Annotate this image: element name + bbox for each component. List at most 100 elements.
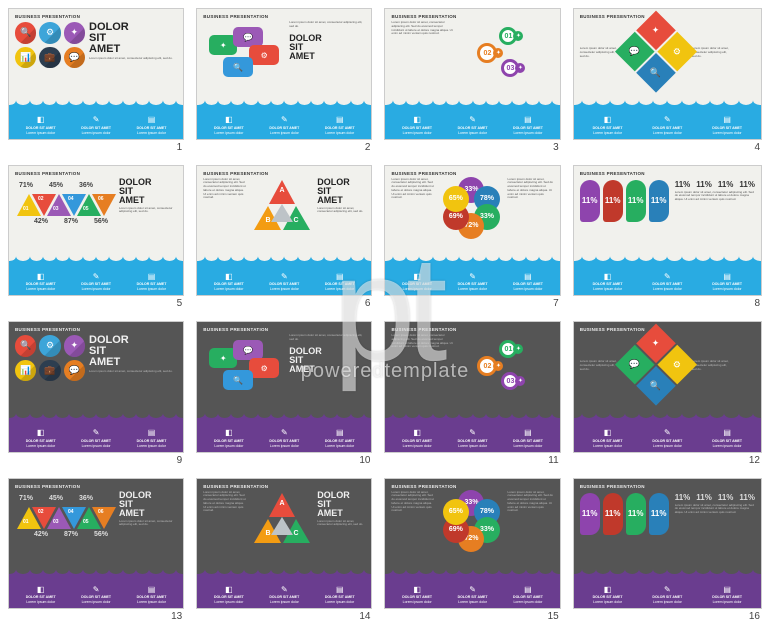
- slide-thumbnail: BUSINESS PRESENTATION🔍⚙✦📊💼💬DOLORSITAMETL…: [8, 8, 184, 140]
- footer-item-sub: Lorem ipsum dolor: [26, 288, 55, 292]
- thumbnail-cell[interactable]: BUSINESS PRESENTATIONLorem ipsum dolor s…: [196, 478, 372, 623]
- footer-item-sub: Lorem ipsum dolor: [713, 288, 742, 292]
- footer-icon: ✎: [662, 272, 672, 282]
- thumbnail-cell[interactable]: BUSINESS PRESENTATION11%11%11%11%11%11%1…: [573, 165, 762, 310]
- footer-icon: ✎: [279, 116, 289, 126]
- slide-thumbnail: BUSINESS PRESENTATION0171%0242%0345%0487…: [8, 478, 184, 610]
- slide-body-text: Lorem ipsum dolor sit amet, consectetur …: [391, 21, 453, 36]
- footer-item-sub: Lorem ipsum dolor: [513, 288, 542, 292]
- footer-icon: ◧: [412, 272, 422, 282]
- footer-icon: ▤: [335, 585, 345, 595]
- thumbnail-cell[interactable]: BUSINESS PRESENTATIONLorem ipsum dolor s…: [384, 321, 560, 466]
- footer-item: ▤DOLOR SIT AMETLorem ipsum dolor: [325, 272, 355, 292]
- footer-icon: ✎: [468, 585, 478, 595]
- triangle-row: 0171%0242%0345%0487%0536%0656%: [15, 178, 115, 234]
- thumbnail-cell[interactable]: BUSINESS PRESENTATION🔍⚙✦📊💼💬DOLORSITAMETL…: [8, 8, 184, 153]
- slide-header-label: BUSINESS PRESENTATION: [391, 327, 553, 332]
- thumbnail-cell[interactable]: BUSINESS PRESENTATIONLorem ipsum dolor s…: [384, 165, 560, 310]
- thumbnail-cell[interactable]: BUSINESS PRESENTATION11%11%11%11%11%11%1…: [573, 478, 762, 623]
- svg-text:C: C: [294, 530, 299, 537]
- speech-bubble: 🔍: [223, 57, 253, 77]
- slide-title: DOLORSITAMET: [317, 491, 365, 518]
- footer-item-sub: Lorem ipsum dolor: [82, 445, 111, 449]
- footer-item: ▤DOLOR SIT AMETLorem ipsum dolor: [137, 116, 167, 136]
- icon-circle: 💬: [64, 360, 85, 382]
- footer-item-sub: Lorem ipsum dolor: [82, 132, 111, 136]
- percent-label: 11%: [739, 180, 755, 189]
- svg-text:A: A: [280, 187, 285, 194]
- thumbnail-cell[interactable]: BUSINESS PRESENTATIONLorem ipsum dolor s…: [384, 478, 560, 623]
- footer-icon: ◧: [36, 585, 46, 595]
- footer-item: ◧DOLOR SIT AMETLorem ipsum dolor: [214, 272, 244, 292]
- slide-header-label: BUSINESS PRESENTATION: [15, 327, 177, 332]
- footer-item: ▤DOLOR SIT AMETLorem ipsum dolor: [513, 429, 543, 449]
- slide-header-label: BUSINESS PRESENTATION: [391, 14, 553, 19]
- diamond-diagram: ✦⚙💬🔍: [624, 334, 688, 398]
- footer-item-sub: Lorem ipsum dolor: [593, 601, 622, 605]
- footer-item: ▤DOLOR SIT AMETLorem ipsum dolor: [712, 116, 742, 136]
- footer-item: ▤DOLOR SIT AMETLorem ipsum dolor: [325, 429, 355, 449]
- percent-tab: 11%: [649, 180, 669, 222]
- chain-diagram: 01✦02✦03✦: [457, 334, 529, 392]
- footer-item-sub: Lorem ipsum dolor: [458, 288, 487, 292]
- footer-item: ✎DOLOR SIT AMETLorem ipsum dolor: [652, 116, 682, 136]
- thumbnail-cell[interactable]: BUSINESS PRESENTATION Lorem ipsum dolor s…: [384, 8, 560, 153]
- footer-icon: ✎: [662, 429, 672, 439]
- slide-body-text: Lorem ipsum dolor sit amet, consectetur …: [289, 334, 365, 342]
- icon-circle: 💼: [39, 47, 60, 69]
- thumbnail-cell[interactable]: BUSINESS PRESENTATIONLorem ipsum dolor s…: [196, 165, 372, 310]
- slide-thumbnail: BUSINESS PRESENTATION11%11%11%11%11%11%1…: [573, 478, 762, 610]
- triangle-num: 04: [68, 509, 74, 515]
- svg-text:C: C: [294, 217, 299, 224]
- footer-icon: ▤: [147, 585, 157, 595]
- slide-body-text: Lorem ipsum dolor sit amet, consectetur …: [119, 520, 177, 528]
- footer-item: ✎DOLOR SIT AMETLorem ipsum dolor: [458, 429, 488, 449]
- slide-header-label: BUSINESS PRESENTATION: [15, 484, 177, 489]
- slide-footer: ◧DOLOR SIT AMETLorem ipsum dolor✎DOLOR S…: [385, 569, 559, 608]
- footer-item-sub: Lorem ipsum dolor: [403, 445, 432, 449]
- thumbnail-cell[interactable]: BUSINESS PRESENTATION0171%0242%0345%0487…: [8, 478, 184, 623]
- footer-icon: ◧: [603, 585, 613, 595]
- percent-label: 11%: [696, 493, 712, 502]
- slide-header-label: BUSINESS PRESENTATION: [203, 484, 365, 489]
- footer-icon: ✎: [468, 272, 478, 282]
- slide-body-text: Lorem ipsum dolor sit amet, consectetur …: [119, 207, 177, 215]
- footer-item: ✎DOLOR SIT AMETLorem ipsum dolor: [81, 585, 111, 605]
- slide-number: 3: [384, 140, 560, 153]
- flower-diagram: 33%78%33%72%69%65%: [439, 491, 503, 551]
- triangle-num: 01: [23, 206, 29, 212]
- triangle-pct: 42%: [34, 218, 48, 225]
- flower-petal: 65%: [443, 186, 469, 212]
- thumbnail-cell[interactable]: BUSINESS PRESENTATION🔍⚙✦📊💼💬DOLORSITAMETL…: [8, 321, 184, 466]
- footer-icon: ✎: [468, 116, 478, 126]
- footer-item-sub: Lorem ipsum dolor: [713, 445, 742, 449]
- thumbnail-cell[interactable]: BUSINESS PRESENTATIONLorem ipsum dolor s…: [573, 8, 762, 153]
- thumbnail-cell[interactable]: BUSINESS PRESENTATIONLorem ipsum dolor s…: [573, 321, 762, 466]
- footer-item-sub: Lorem ipsum dolor: [137, 132, 166, 136]
- thumbnail-cell[interactable]: BUSINESS PRESENTATION✦💬⚙🔍Lorem ipsum dol…: [196, 321, 372, 466]
- footer-item: ▤DOLOR SIT AMETLorem ipsum dolor: [137, 272, 167, 292]
- triangle-num: 06: [98, 196, 104, 202]
- slide-header-label: BUSINESS PRESENTATION: [580, 171, 755, 176]
- percent-label: 11%: [675, 493, 691, 502]
- footer-item: ✎DOLOR SIT AMETLorem ipsum dolor: [269, 116, 299, 136]
- footer-item-sub: Lorem ipsum dolor: [270, 445, 299, 449]
- percent-tab: 11%: [649, 493, 669, 535]
- tab-group: 11%11%11%11%: [580, 180, 669, 222]
- footer-item-sub: Lorem ipsum dolor: [270, 132, 299, 136]
- thumbnail-cell[interactable]: BUSINESS PRESENTATION✦💬⚙🔍Lorem ipsum dol…: [196, 8, 372, 153]
- speech-bubble-group: ✦💬⚙🔍: [203, 332, 285, 390]
- slide-footer: ◧DOLOR SIT AMETLorem ipsum dolor✎DOLOR S…: [574, 256, 761, 295]
- triangle-pct: 36%: [79, 182, 93, 189]
- slide-number: 15: [384, 609, 560, 622]
- slide-body-text: Lorem ipsum dolor sit amet, consectetur …: [675, 504, 755, 515]
- slide-thumbnail: BUSINESS PRESENTATION✦💬⚙🔍Lorem ipsum dol…: [196, 8, 372, 140]
- slide-header-label: BUSINESS PRESENTATION: [391, 171, 553, 176]
- footer-icon: ◧: [224, 116, 234, 126]
- slide-header-label: BUSINESS PRESENTATION: [15, 171, 177, 176]
- slide-title: DOLORSITAMET: [119, 491, 177, 518]
- footer-item-sub: Lorem ipsum dolor: [26, 132, 55, 136]
- slide-thumbnail: BUSINESS PRESENTATION0171%0242%0345%0487…: [8, 165, 184, 297]
- thumbnail-cell[interactable]: BUSINESS PRESENTATION0171%0242%0345%0487…: [8, 165, 184, 310]
- footer-item-sub: Lorem ipsum dolor: [214, 288, 243, 292]
